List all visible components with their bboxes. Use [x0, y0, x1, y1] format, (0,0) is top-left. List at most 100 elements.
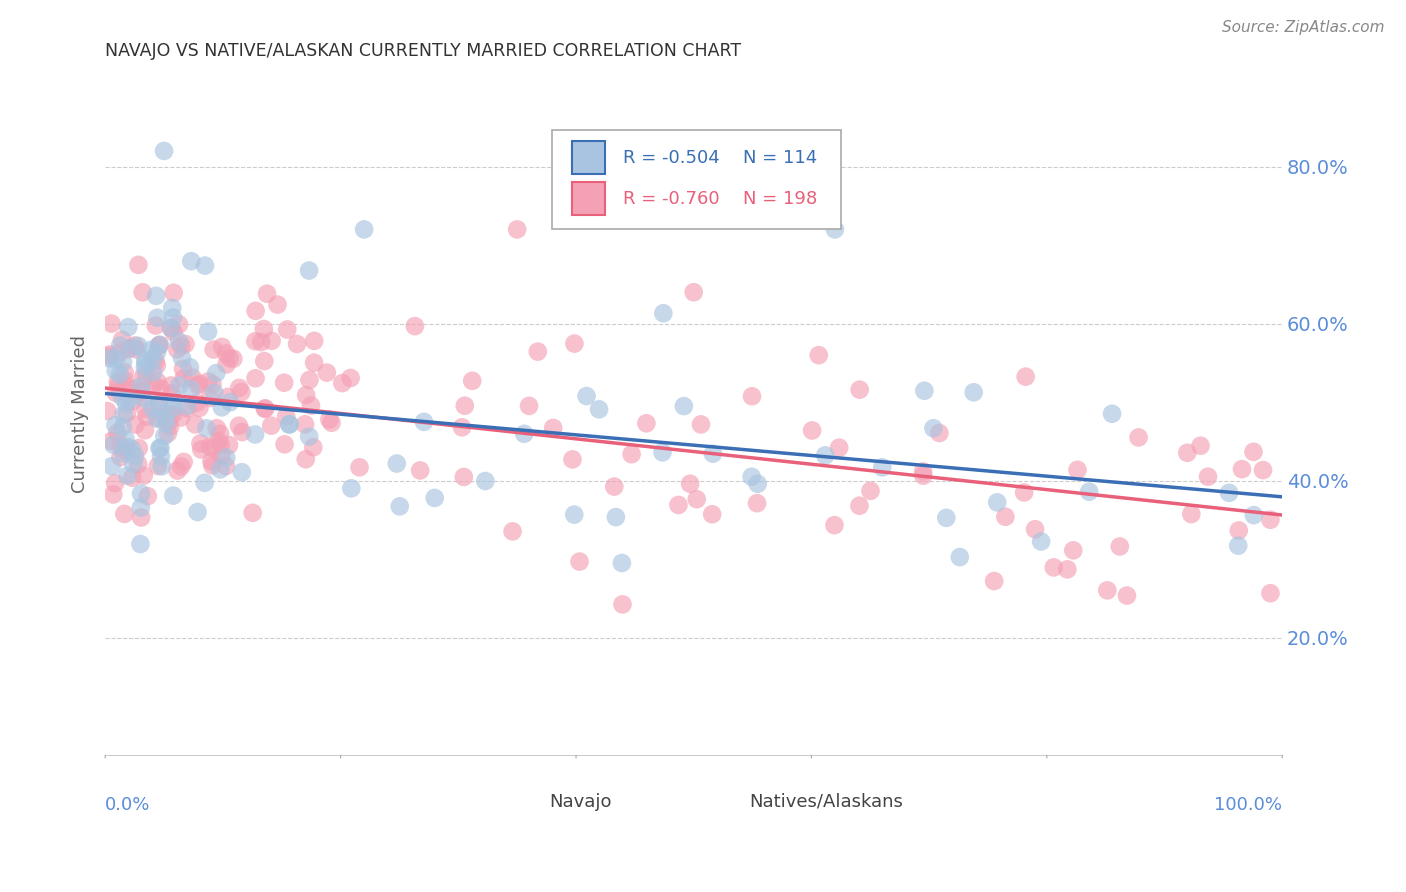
Point — [741, 469, 763, 483]
Point — [167, 334, 190, 349]
Text: R = -0.760: R = -0.760 — [623, 190, 720, 208]
Point — [110, 438, 132, 452]
Point — [1230, 462, 1253, 476]
Point — [215, 358, 238, 372]
Point — [1128, 430, 1150, 444]
Point — [162, 489, 184, 503]
Point — [134, 352, 156, 367]
Point — [254, 401, 277, 416]
Point — [202, 343, 225, 357]
Point — [146, 411, 169, 425]
Point — [686, 492, 709, 507]
Point — [231, 385, 253, 400]
Point — [124, 449, 146, 463]
Point — [848, 383, 870, 397]
Point — [121, 442, 143, 457]
Point — [129, 510, 152, 524]
Point — [260, 334, 283, 348]
Point — [190, 442, 212, 457]
Point — [190, 436, 212, 450]
Point — [155, 417, 177, 431]
Point — [209, 426, 232, 441]
Point — [672, 399, 695, 413]
Point — [253, 322, 276, 336]
Point — [117, 440, 139, 454]
Point — [513, 426, 536, 441]
Point — [188, 376, 211, 391]
Point — [187, 378, 209, 392]
Point — [245, 303, 267, 318]
Point — [132, 468, 155, 483]
Point — [253, 354, 276, 368]
Point — [155, 411, 177, 425]
Point — [745, 496, 768, 510]
Point — [163, 285, 186, 300]
Point — [1116, 589, 1139, 603]
Point — [129, 486, 152, 500]
Point — [184, 417, 207, 432]
Point — [201, 377, 224, 392]
Point — [124, 338, 146, 352]
Point — [98, 351, 121, 366]
Point — [801, 424, 824, 438]
Point — [156, 426, 179, 441]
Point — [651, 445, 673, 459]
Point — [134, 361, 156, 376]
Text: R = -0.504: R = -0.504 — [623, 149, 720, 167]
Text: N = 114: N = 114 — [742, 149, 817, 167]
Point — [153, 144, 176, 158]
Point — [114, 365, 136, 379]
Point — [668, 498, 690, 512]
Point — [245, 371, 267, 385]
Point — [986, 495, 1008, 509]
Point — [145, 318, 167, 333]
Point — [135, 409, 157, 424]
Point — [135, 369, 157, 384]
Point — [194, 259, 217, 273]
Point — [170, 339, 193, 353]
Point — [963, 385, 986, 400]
Point — [278, 417, 301, 432]
Point — [159, 419, 181, 434]
Point — [103, 438, 125, 452]
Point — [741, 389, 763, 403]
Text: 100.0%: 100.0% — [1215, 797, 1282, 814]
Point — [209, 438, 232, 452]
Point — [211, 401, 233, 415]
Point — [201, 458, 224, 473]
Point — [228, 381, 250, 395]
Point — [96, 349, 118, 363]
Point — [117, 320, 139, 334]
Text: 0.0%: 0.0% — [105, 797, 150, 814]
FancyBboxPatch shape — [572, 182, 606, 215]
Point — [562, 508, 585, 522]
Point — [107, 379, 129, 393]
Point — [243, 427, 266, 442]
Point — [127, 339, 149, 353]
Point — [1078, 484, 1101, 499]
Point — [172, 361, 194, 376]
FancyBboxPatch shape — [505, 794, 534, 814]
Point — [153, 429, 176, 443]
Point — [1189, 439, 1212, 453]
Point — [186, 396, 208, 410]
Point — [454, 399, 477, 413]
Point — [564, 336, 586, 351]
Point — [145, 289, 167, 303]
Point — [807, 348, 830, 362]
Point — [198, 391, 221, 405]
Point — [1101, 407, 1123, 421]
Point — [231, 425, 253, 439]
Point — [1180, 507, 1202, 521]
Point — [295, 388, 318, 402]
Text: NAVAJO VS NATIVE/ALASKAN CURRENTLY MARRIED CORRELATION CHART: NAVAJO VS NATIVE/ALASKAN CURRENTLY MARRI… — [105, 42, 741, 60]
Point — [162, 401, 184, 416]
Point — [194, 475, 217, 490]
Point — [218, 438, 240, 452]
Point — [245, 334, 267, 349]
Point — [96, 404, 118, 418]
Point — [318, 412, 340, 426]
Point — [404, 319, 426, 334]
Point — [506, 222, 529, 236]
Point — [173, 371, 195, 385]
